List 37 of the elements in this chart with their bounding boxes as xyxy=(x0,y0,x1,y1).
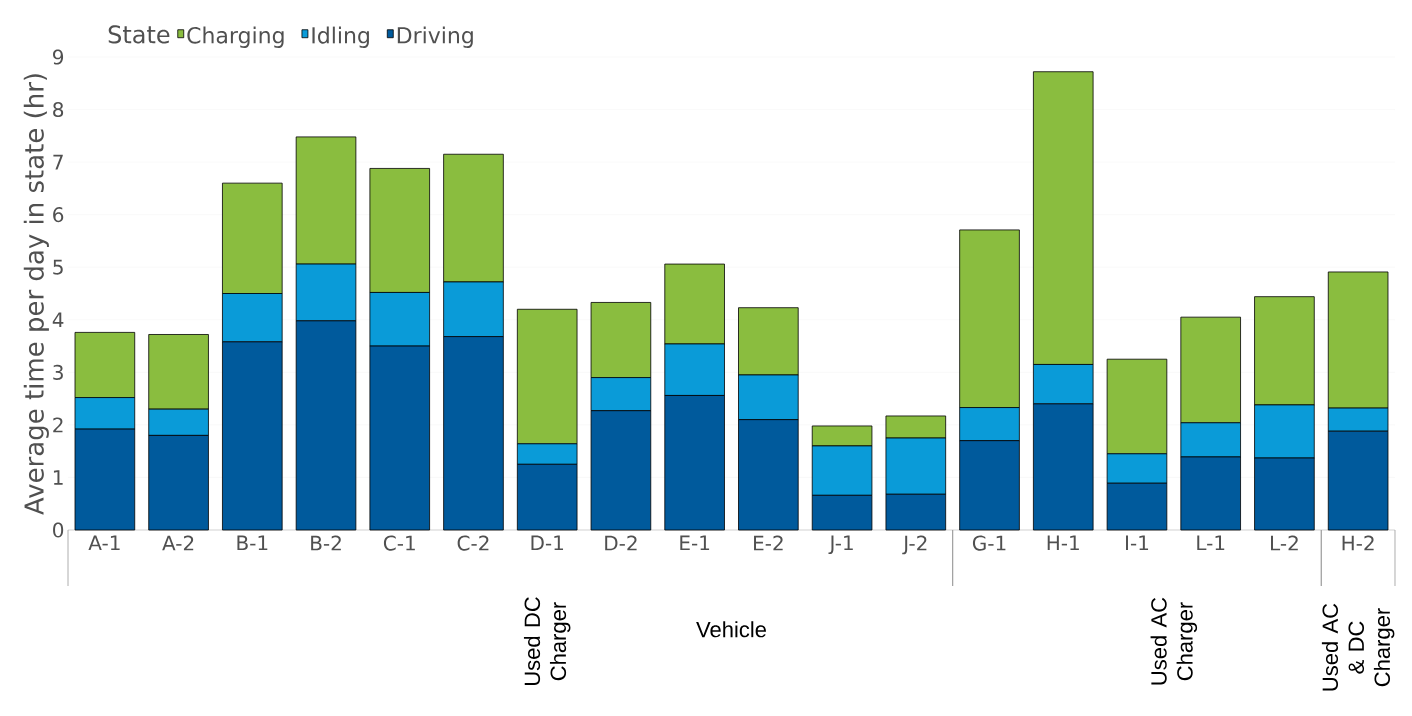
x-tick-label: L-2 xyxy=(1271,535,1298,551)
x-tick-label: G-1 xyxy=(972,535,1006,551)
x-tick-label: B-2 xyxy=(311,535,341,551)
text: Used DC Charger xyxy=(523,597,571,686)
x-tick-label: J-1 xyxy=(828,535,853,555)
x-tick-label: B-1 xyxy=(237,535,268,551)
y-axis-title: Average time per day in state (hr) xyxy=(23,74,49,515)
y-tick-label: 2 xyxy=(53,417,63,433)
text: Used AC & DC Charger xyxy=(1321,603,1395,691)
x-tick-label: I-1 xyxy=(1126,535,1149,551)
x-tick-label: A-1 xyxy=(88,535,120,551)
x-axis-title: Vehicle xyxy=(696,621,766,638)
legend-label: Charging xyxy=(187,26,284,48)
y-tick-label: 7 xyxy=(53,154,63,170)
legend-label: Driving xyxy=(397,26,473,48)
y-tick-label: 0 xyxy=(53,522,64,538)
y-tick-label: 1 xyxy=(53,470,63,485)
x-tick-label: C-1 xyxy=(383,535,415,551)
y-tick-label: 9 xyxy=(53,49,64,65)
x-tick-label: D-1 xyxy=(531,535,564,551)
legend-label: Idling xyxy=(312,26,369,48)
x-tick-label: D-2 xyxy=(605,535,637,551)
x-tick-label: H-2 xyxy=(1342,535,1374,551)
x-tick-label: J-2 xyxy=(902,535,927,555)
x-tick-label: E-2 xyxy=(754,535,783,551)
legend-title: State xyxy=(108,25,170,44)
y-tick-label: 6 xyxy=(53,207,64,223)
text: Used AC Charger xyxy=(1150,597,1198,685)
x-tick-label: C-2 xyxy=(457,535,489,551)
x-tick-label: L-1 xyxy=(1197,535,1225,551)
y-tick-label: 3 xyxy=(53,364,63,380)
x-tick-label: A-2 xyxy=(162,535,194,551)
y-tick-label: 8 xyxy=(53,102,64,118)
y-tick-label: 5 xyxy=(53,259,63,275)
x-tick-label: H-1 xyxy=(1047,535,1079,551)
x-tick-label: E-1 xyxy=(680,535,710,551)
y-tick-label: 4 xyxy=(52,312,64,328)
